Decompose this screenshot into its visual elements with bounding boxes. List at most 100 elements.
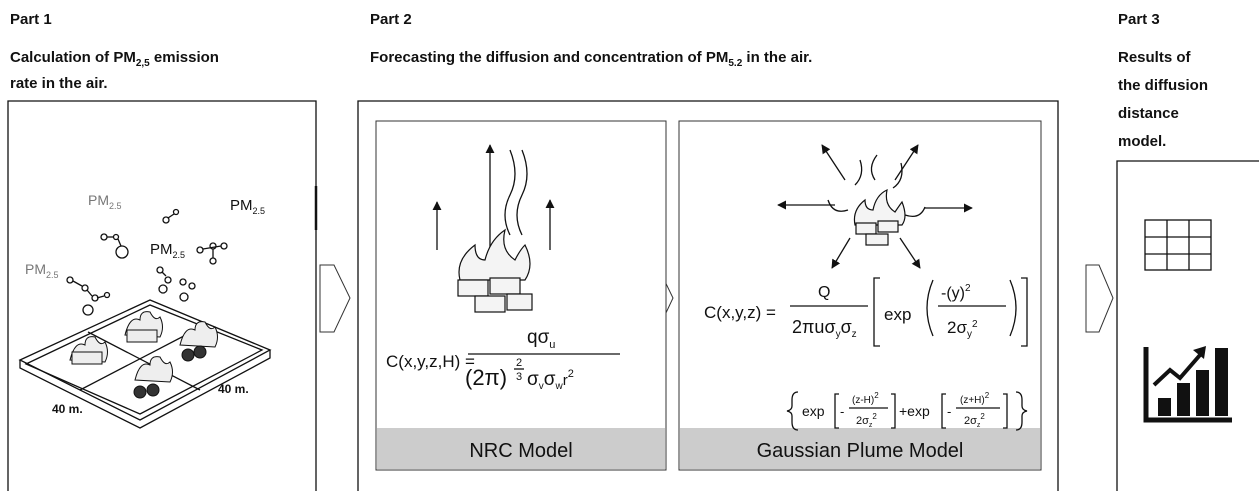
gaussian-spread — [899, 237, 921, 269]
particles — [202, 245, 222, 250]
brace — [1015, 391, 1028, 431]
pm: PM — [25, 261, 46, 277]
particles — [167, 213, 175, 219]
title-sub: 2,5 — [136, 58, 150, 69]
part-label: Part 3 — [1118, 11, 1160, 28]
formula-term: (2π) — [465, 365, 507, 390]
nrc-formula: C(x,y,z,H) = qσu (2π) 2 3 σvσwr2 — [386, 327, 620, 392]
chart-icon — [1152, 353, 1202, 387]
gaussian-spread — [854, 159, 863, 186]
part-title: model. — [1118, 133, 1166, 150]
formula-term: σ — [527, 369, 539, 390]
formula-term: r — [563, 372, 568, 389]
gaussian-fire — [853, 188, 906, 226]
formula-term: σvσwr2 — [527, 368, 574, 392]
fire-plot — [24, 304, 264, 415]
formula-term: (z-H) — [852, 395, 874, 406]
formula-term: +exp — [899, 403, 930, 419]
particles — [112, 233, 120, 241]
chart-icon — [1143, 346, 1232, 423]
gaussian-fire — [865, 233, 889, 246]
paren — [926, 279, 934, 337]
table-icon — [1144, 219, 1212, 271]
particles — [209, 257, 217, 265]
nrc-fire — [506, 293, 533, 311]
gaussian-spread — [827, 199, 849, 212]
pm-sub: 2.5 — [109, 201, 122, 211]
particles — [82, 304, 94, 316]
chart-icon — [1196, 370, 1209, 416]
chart-icon — [1193, 346, 1206, 359]
particle-label: PM2.5 — [230, 197, 265, 216]
part-title: rate in the air. — [10, 75, 108, 92]
paren — [1009, 279, 1017, 337]
nrc-fire — [474, 295, 506, 313]
particles: PM2.5 PM2.5 PM2.5 PM2.5 — [25, 192, 265, 316]
formula-sup: 2 — [568, 368, 574, 380]
gaussian-label-band — [680, 428, 1040, 469]
part-title: Forecasting the diffusion and concentrat… — [370, 49, 812, 69]
pm-sub: 2.5 — [173, 250, 186, 260]
model-name: NRC Model — [469, 440, 572, 462]
formula-term: qσ — [527, 327, 550, 348]
nrc-label-band — [377, 428, 665, 469]
formula-sub: y — [967, 329, 972, 340]
bracket — [941, 393, 946, 429]
nrc-fire — [458, 228, 531, 281]
title-part: Calculation of PM — [10, 49, 136, 66]
formula-sub: v — [539, 381, 544, 392]
part2-frame — [357, 100, 1059, 491]
particles — [96, 295, 105, 299]
particles — [161, 271, 167, 277]
bracket — [834, 393, 839, 429]
pm: PM — [230, 197, 253, 214]
title-part: in the air. — [742, 49, 812, 66]
formula-term: 2σz2 — [856, 412, 877, 429]
part-title: Results of — [1118, 49, 1192, 66]
gaussian-spread — [870, 154, 878, 181]
particles — [81, 284, 89, 292]
particles — [117, 238, 122, 247]
gaussian-spread — [892, 162, 903, 189]
particles — [86, 289, 93, 297]
formula-term: -(y)2 — [941, 283, 971, 302]
particles — [220, 242, 228, 250]
bracket — [1003, 393, 1008, 429]
formula-term: - — [840, 404, 844, 419]
formula-term: exp — [884, 305, 911, 324]
formula-term: 2σy2 — [947, 318, 978, 340]
formula-sup: 2 — [874, 391, 879, 400]
formula-sub: z — [869, 422, 873, 429]
chart-icon — [1158, 398, 1171, 416]
formula-term: (z+H) — [960, 395, 985, 406]
formula-term: 2σ — [856, 415, 869, 427]
particles — [188, 282, 196, 290]
formula-sub: u — [549, 339, 555, 351]
formula-term: 2πuσ — [792, 317, 836, 337]
fires — [71, 351, 103, 365]
pm-sub: 2.5 — [253, 206, 266, 216]
fire-plot — [18, 299, 272, 429]
fires — [69, 311, 218, 399]
fires — [126, 329, 158, 343]
particle-label: PM2.5 — [88, 192, 122, 211]
nrc-heat — [504, 149, 516, 236]
fires — [181, 348, 195, 362]
gaussian-fire — [877, 220, 899, 233]
nrc-fire — [457, 279, 489, 297]
formula-term: 2σ — [947, 318, 967, 337]
particles — [66, 208, 228, 316]
particles — [179, 292, 189, 302]
fire-plot — [87, 331, 201, 391]
particles — [179, 278, 187, 286]
formula-sub: y — [836, 329, 841, 340]
chart-icon — [1177, 383, 1190, 416]
formula-term: (z-H)2 — [852, 391, 879, 406]
nrc-fire — [457, 228, 533, 313]
gaussian-spread — [821, 144, 846, 181]
particle-label: PM2.5 — [25, 261, 59, 280]
formula-sup: 2 — [985, 391, 990, 400]
gaussian-spread — [904, 206, 926, 218]
particles — [196, 246, 204, 254]
